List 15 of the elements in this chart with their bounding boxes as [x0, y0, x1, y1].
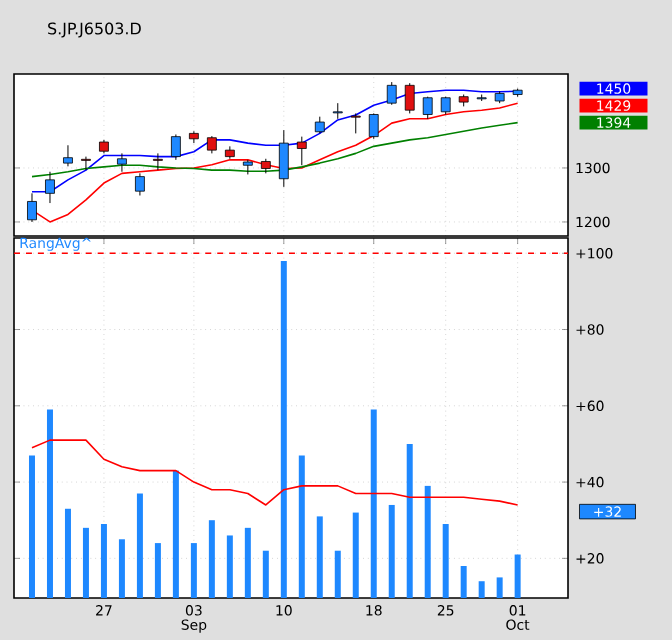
candlestick — [63, 144, 73, 167]
candlestick — [153, 152, 163, 171]
candlestick — [135, 172, 145, 196]
candlestick — [350, 112, 361, 134]
candlestick — [188, 130, 199, 144]
candlestick — [81, 156, 91, 171]
candlestick — [386, 81, 397, 106]
candlestick — [27, 192, 37, 223]
candlestick — [404, 82, 415, 114]
candlestick — [368, 112, 379, 140]
candlestick — [45, 171, 55, 204]
candlestick — [296, 136, 307, 166]
candlestick — [170, 133, 181, 161]
candlestick — [117, 152, 127, 173]
candlestick — [278, 129, 289, 188]
